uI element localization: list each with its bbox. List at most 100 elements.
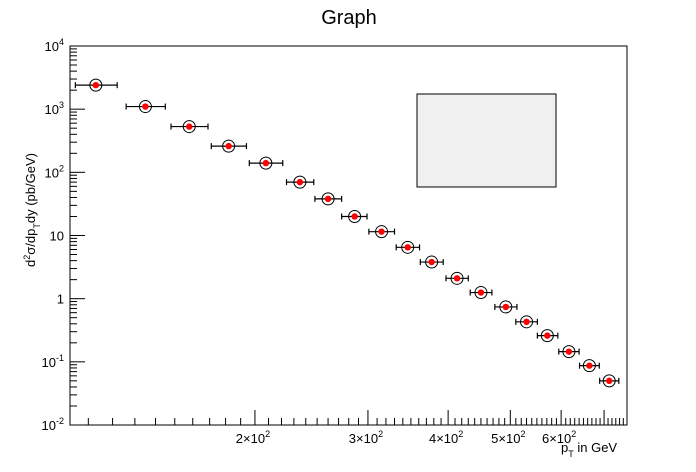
marker-dot — [477, 289, 485, 296]
x-tick-label: 2×102 — [236, 429, 270, 446]
data-point — [314, 192, 343, 206]
marker-dot — [606, 377, 613, 385]
marker-dot — [142, 103, 149, 110]
x-tick-times: ×10 — [498, 431, 520, 446]
x-tick-label: 6×102 — [542, 429, 576, 446]
marker-ring — [450, 271, 464, 285]
y-tick-base: 10 — [50, 229, 64, 244]
y-tick-label: 104 — [45, 37, 64, 54]
y-tick-label: 10-2 — [42, 416, 64, 433]
marker-ring — [602, 374, 616, 388]
marker-ring — [499, 300, 513, 314]
marker-ring — [540, 329, 554, 343]
x-tick-exponent: 2 — [571, 429, 576, 439]
y-tick-label: 102 — [45, 163, 64, 180]
x-tick-label: 3×102 — [349, 429, 383, 446]
y-tick-exponent: 4 — [59, 37, 64, 47]
y-tick-exponent: 2 — [59, 163, 64, 173]
marker-dot — [523, 318, 530, 326]
data-point — [494, 300, 518, 314]
marker-ring — [89, 78, 103, 92]
x-tick-exponent: 2 — [378, 429, 383, 439]
marker-ring — [562, 345, 576, 359]
marker-ring — [425, 255, 439, 269]
y-tick-base: 10 — [42, 355, 56, 370]
marker-ring — [401, 240, 415, 254]
x-tick-mantissa: 6 — [542, 431, 549, 446]
y-tick-base: 10 — [42, 418, 56, 433]
data-point — [578, 359, 600, 373]
marker-dot — [378, 228, 385, 235]
marker-dot — [544, 332, 551, 339]
marker-ring — [222, 139, 236, 153]
chart-title: Graph — [321, 7, 377, 29]
marker-dot — [225, 142, 232, 150]
data-point — [285, 175, 315, 189]
marker-ring — [259, 156, 273, 170]
x-axis-label: pT in GeV — [561, 440, 617, 459]
data-point — [419, 255, 444, 269]
x-tick-mantissa: 4 — [429, 431, 436, 446]
marker-dot — [428, 258, 435, 266]
marker-dot — [262, 159, 270, 167]
marker-dot — [586, 362, 593, 369]
y-tick-base: 10 — [45, 102, 59, 117]
marker-dot — [324, 195, 332, 203]
data-point — [536, 329, 559, 343]
x-tick-times: ×10 — [436, 431, 458, 446]
data-points — [74, 78, 620, 388]
legend-box — [416, 93, 557, 188]
x-tick-label: 5×102 — [491, 429, 525, 446]
data-point — [558, 345, 580, 359]
data-point — [469, 286, 493, 300]
data-point — [599, 374, 620, 388]
x-tick-exponent: 2 — [458, 429, 463, 439]
marker-ring — [182, 120, 196, 134]
y-tick-base: 10 — [45, 39, 59, 54]
data-point — [395, 240, 421, 254]
data-point — [125, 100, 166, 114]
y-axis-label: d2σ/dpTdy (pb/GeV) — [22, 153, 42, 267]
x-tick-exponent: 2 — [520, 429, 525, 439]
marker-dot — [351, 213, 358, 220]
data-point — [210, 139, 248, 153]
marker-ring — [582, 359, 596, 373]
y-tick-label: 103 — [45, 100, 64, 117]
x-tick-mantissa: 2 — [236, 431, 243, 446]
data-point — [368, 225, 396, 239]
data-point — [248, 156, 284, 170]
marker-dot — [296, 178, 304, 186]
marker-dot — [502, 303, 510, 311]
x-tick-mantissa: 3 — [349, 431, 356, 446]
marker-ring — [293, 175, 307, 189]
data-point — [515, 315, 538, 329]
x-tick-times: ×10 — [549, 431, 571, 446]
data-point — [445, 271, 469, 285]
y-tick-label: 10 — [50, 229, 64, 244]
marker-ring — [520, 315, 534, 329]
marker-ring — [375, 225, 389, 239]
marker-ring — [474, 286, 488, 300]
x-tick-times: ×10 — [243, 431, 265, 446]
y-tick-base: 1 — [57, 292, 64, 307]
marker-dot — [404, 244, 411, 251]
data-point — [341, 209, 368, 223]
y-tick-exponent: -1 — [56, 353, 64, 363]
marker-ring — [348, 209, 362, 223]
x-axis-ticks: 2×102 3×102 4×102 5×102 6×102 — [87, 410, 624, 446]
marker-dot — [92, 81, 100, 89]
marker-dot — [453, 275, 461, 282]
y-tick-exponent: 3 — [59, 100, 64, 110]
marker-dot — [565, 348, 573, 355]
data-point — [74, 78, 118, 92]
marker-ring — [138, 100, 152, 114]
x-tick-times: ×10 — [356, 431, 378, 446]
y-tick-base: 10 — [45, 165, 59, 180]
x-tick-mantissa: 5 — [491, 431, 498, 446]
data-point — [170, 120, 209, 134]
marker-ring — [321, 192, 335, 206]
y-tick-exponent: -2 — [56, 416, 64, 426]
x-tick-label: 4×102 — [429, 429, 463, 446]
